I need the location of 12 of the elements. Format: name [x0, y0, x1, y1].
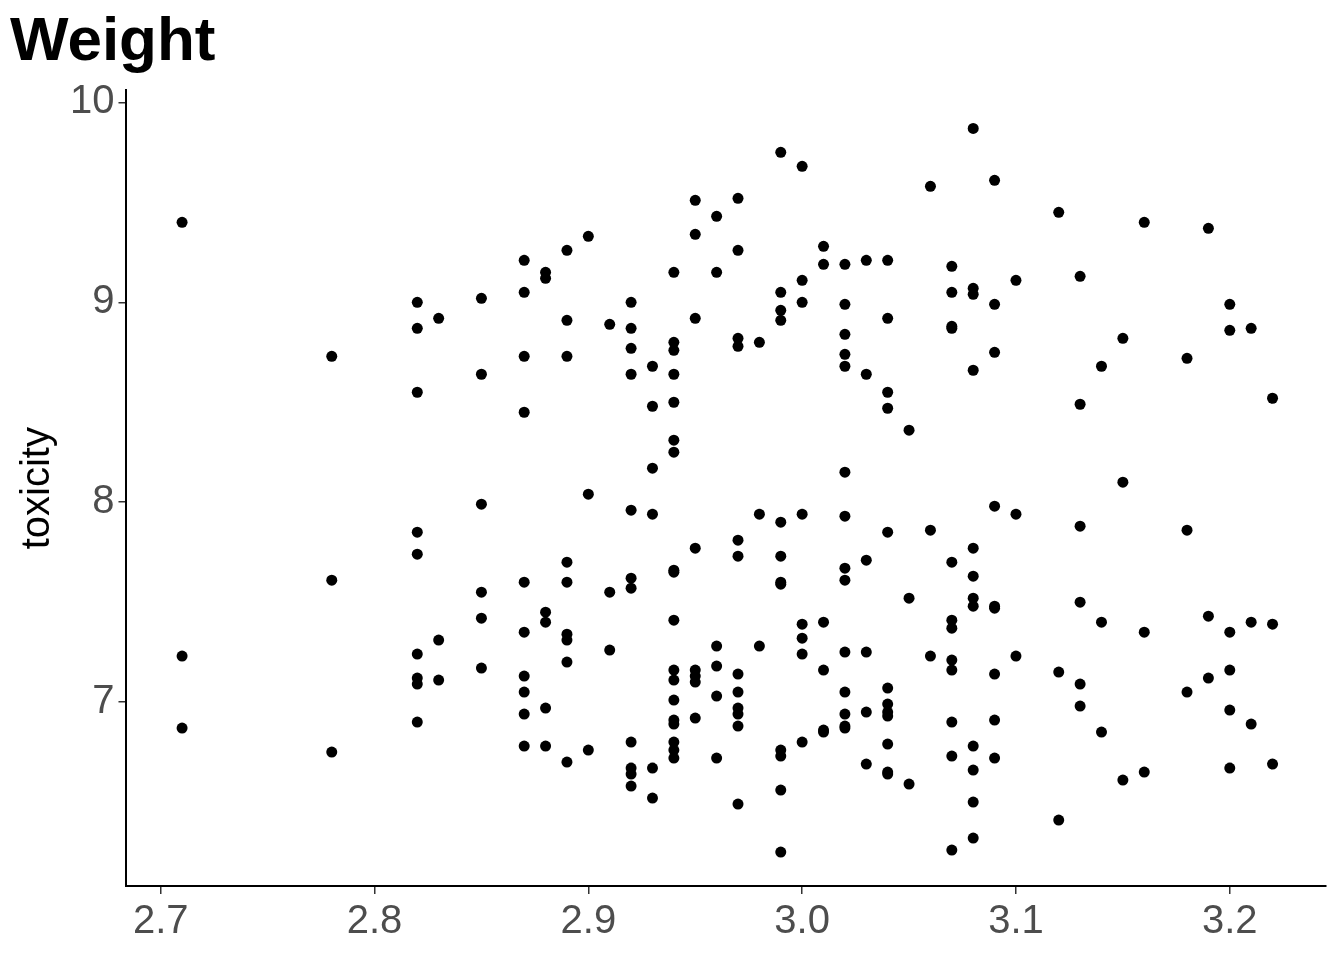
- x-tick-label: 2.7: [132, 897, 189, 942]
- x-tick-label: 3.2: [1201, 897, 1258, 942]
- chart-title: Weight: [10, 4, 216, 74]
- y-tick-label: 9: [92, 277, 115, 322]
- x-tick-label: 2.8: [346, 897, 403, 942]
- y-tick-label: 7: [92, 677, 115, 722]
- y-tick-label: 8: [92, 477, 115, 522]
- y-axis-title: toxicity: [13, 427, 58, 550]
- x-tick-label: 3.1: [988, 897, 1044, 942]
- x-tick-label: 3.0: [774, 897, 830, 942]
- x-tick-label: 2.9: [560, 897, 617, 942]
- y-tick-label: 10: [69, 77, 115, 122]
